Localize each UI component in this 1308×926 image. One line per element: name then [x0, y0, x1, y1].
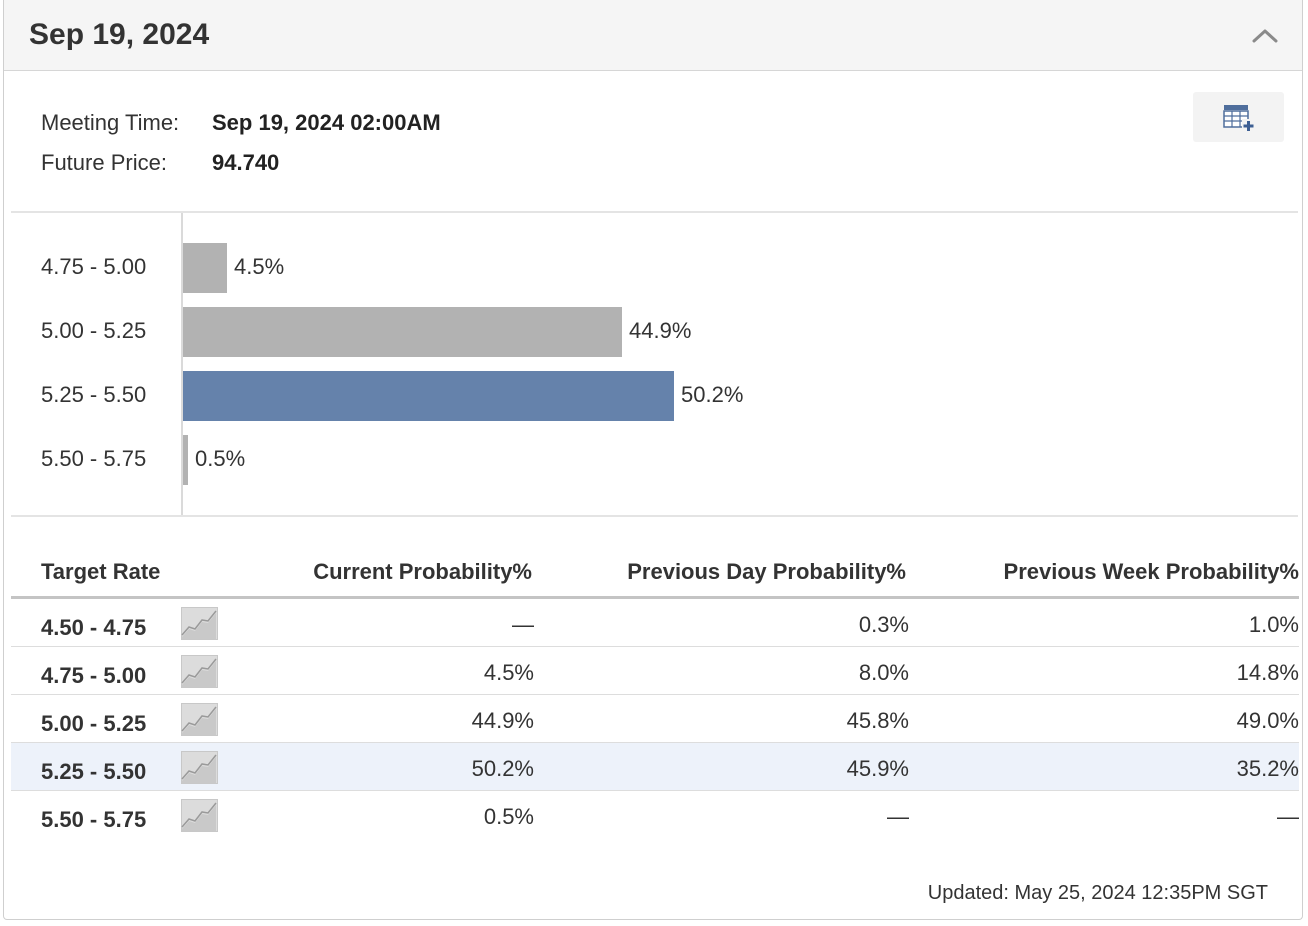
bar-category-label: 5.25 - 5.50 — [41, 382, 147, 407]
table-row: 4.50 - 4.75 — 0.3% 1.0% — [11, 599, 1299, 647]
table-row: 5.00 - 5.25 44.9% 45.8% 49.0% — [11, 695, 1299, 743]
panel-title: Sep 19, 2024 — [29, 18, 210, 51]
table-row: 4.75 - 5.00 4.5% 8.0% 14.8% — [11, 647, 1299, 695]
chevron-up-icon — [1252, 29, 1278, 43]
previous-day-probability-cell: 8.0% — [858, 660, 909, 685]
collapse-button[interactable] — [1250, 22, 1280, 50]
trend-chart-icon[interactable] — [181, 799, 218, 832]
target-rate-cell: 5.50 - 5.75 — [41, 807, 147, 832]
chart-divider — [11, 515, 1298, 517]
bar-category-label: 5.00 - 5.25 — [41, 318, 147, 343]
chart-axis-line — [181, 213, 183, 517]
previous-week-probability-cell: 1.0% — [1248, 612, 1299, 637]
panel-header[interactable]: Sep 19, 2024 — [4, 0, 1302, 71]
table-row: 5.50 - 5.75 0.5% — — — [11, 791, 1299, 839]
meeting-time-value: Sep 19, 2024 02:00AM — [212, 110, 441, 135]
previous-day-probability-cell: — — [887, 804, 909, 829]
target-rate-cell: 4.50 - 4.75 — [41, 615, 147, 640]
meta-divider — [11, 211, 1298, 213]
current-probability-cell: — — [512, 612, 534, 637]
current-probability-cell: 44.9% — [471, 708, 534, 733]
meeting-panel: Sep 19, 2024 Meeting Time: Sep 19, 2024 … — [3, 0, 1303, 920]
add-to-table-button[interactable] — [1193, 92, 1284, 142]
previous-week-probability-cell: — — [1277, 804, 1299, 829]
previous-day-probability-cell: 0.3% — [858, 612, 909, 637]
previous-day-probability-cell: 45.9% — [846, 756, 909, 781]
current-probability-cell: 4.5% — [483, 660, 534, 685]
column-header-previous-week-probability: Previous Week Probability% — [1003, 559, 1299, 584]
bar-4-75-5-00 — [183, 243, 227, 293]
target-rate-cell: 5.00 - 5.25 — [41, 711, 147, 736]
trend-chart-icon[interactable] — [181, 703, 218, 736]
bar-category-label: 4.75 - 5.00 — [41, 254, 147, 279]
bar-5-50-5-75 — [183, 435, 188, 485]
table-row-highlighted: 5.25 - 5.50 50.2% 45.9% 35.2% — [11, 743, 1299, 791]
bar-5-00-5-25 — [183, 307, 622, 357]
bar-value-label: 4.5% — [234, 254, 285, 279]
previous-week-probability-cell: 14.8% — [1236, 660, 1299, 685]
column-header-target-rate: Target Rate — [41, 559, 161, 584]
column-header-current-probability: Current Probability% — [313, 559, 532, 584]
future-price-value: 94.740 — [212, 150, 280, 175]
meeting-time-label: Meeting Time: — [41, 110, 180, 135]
bar-value-label: 44.9% — [629, 318, 692, 343]
current-probability-cell: 0.5% — [483, 804, 534, 829]
column-header-previous-day-probability: Previous Day Probability% — [627, 559, 906, 584]
previous-day-probability-cell: 45.8% — [846, 708, 909, 733]
updated-timestamp: Updated: May 25, 2024 12:35PM SGT — [927, 882, 1268, 904]
table-header-rule — [11, 596, 1299, 599]
table-add-icon — [1223, 105, 1255, 132]
bar-value-label: 0.5% — [195, 446, 246, 471]
target-rate-cell: 4.75 - 5.00 — [41, 663, 147, 688]
trend-chart-icon[interactable] — [181, 607, 218, 640]
bar-category-label: 5.50 - 5.75 — [41, 446, 147, 471]
trend-chart-icon[interactable] — [181, 655, 218, 688]
bar-value-label: 50.2% — [681, 382, 744, 407]
future-price-label: Future Price: — [41, 150, 167, 175]
target-rate-cell: 5.25 - 5.50 — [41, 759, 147, 784]
trend-chart-icon[interactable] — [181, 751, 218, 784]
previous-week-probability-cell: 49.0% — [1236, 708, 1299, 733]
current-probability-cell: 50.2% — [471, 756, 534, 781]
bar-5-25-5-50 — [183, 371, 674, 421]
previous-week-probability-cell: 35.2% — [1236, 756, 1299, 781]
